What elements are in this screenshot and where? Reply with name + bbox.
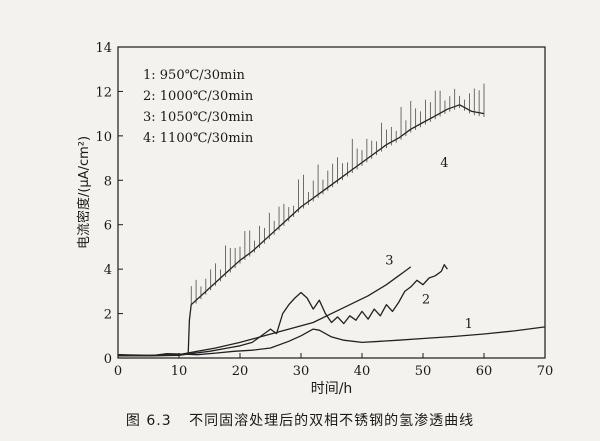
series-label-1: 1 — [465, 317, 473, 332]
y-tick-label: 6 — [104, 219, 112, 234]
x-tick-label: 50 — [415, 364, 432, 379]
x-tick-label: 10 — [171, 364, 188, 379]
y-tick-label: 14 — [95, 41, 112, 56]
x-tick-label: 30 — [293, 364, 310, 379]
figure-number: 图 6.3 — [125, 413, 172, 429]
y-tick-label: 8 — [104, 174, 112, 189]
series-label-2: 2 — [422, 293, 430, 308]
chart: 0 10 20 30 40 50 60 7002468101214时间/h电流密度/(μA/c… — [76, 41, 553, 397]
series-label-4: 4 — [440, 156, 448, 171]
y-axis-title: 电流密度/(μA/cm²) — [76, 136, 92, 249]
y-tick-label: 10 — [95, 130, 112, 145]
x-tick-label: 60 — [476, 364, 493, 379]
legend-entry-4: 4: 1100℃/30min — [143, 131, 254, 146]
y-tick-label: 4 — [104, 263, 112, 278]
x-tick-label: 70 — [537, 364, 554, 379]
legend-entry-1: 1: 950℃/30min — [143, 68, 246, 83]
x-axis-title: 时间/h — [311, 381, 353, 397]
y-tick-label: 0 — [104, 352, 112, 367]
plot-frame — [117, 46, 546, 359]
series-line-1 — [117, 326, 546, 357]
figure-caption: 图 6.3 不同固溶处理后的双相不锈钢的氢渗透曲线 — [0, 410, 600, 430]
y-tick-label: 2 — [104, 308, 112, 323]
series-line-2 — [118, 264, 448, 357]
plot-area: 0 10 20 30 40 50 60 7002468101214时间/h电流密度/(μA/c… — [76, 41, 553, 397]
legend-entry-2: 2: 1000℃/30min — [143, 89, 254, 104]
series-label-3: 3 — [385, 254, 393, 269]
y-tick-label: 12 — [95, 85, 112, 100]
x-tick-label: 20 — [232, 364, 249, 379]
x-tick-label: 40 — [354, 364, 371, 379]
legend-entry-3: 3: 1050℃/30min — [143, 110, 254, 125]
x-tick-label: 0 — [114, 364, 122, 379]
figure-title: 不同固溶处理后的双相不锈钢的氢渗透曲线 — [189, 413, 475, 429]
